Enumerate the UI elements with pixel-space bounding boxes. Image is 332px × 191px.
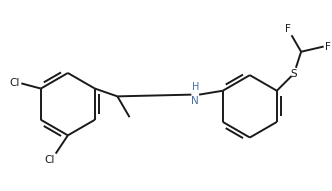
Text: Cl: Cl: [9, 78, 20, 88]
Text: N: N: [191, 96, 199, 106]
Text: H: H: [192, 82, 199, 92]
Text: Cl: Cl: [44, 155, 55, 165]
Text: F: F: [285, 24, 291, 34]
Text: S: S: [290, 69, 296, 79]
Text: F: F: [325, 41, 331, 52]
